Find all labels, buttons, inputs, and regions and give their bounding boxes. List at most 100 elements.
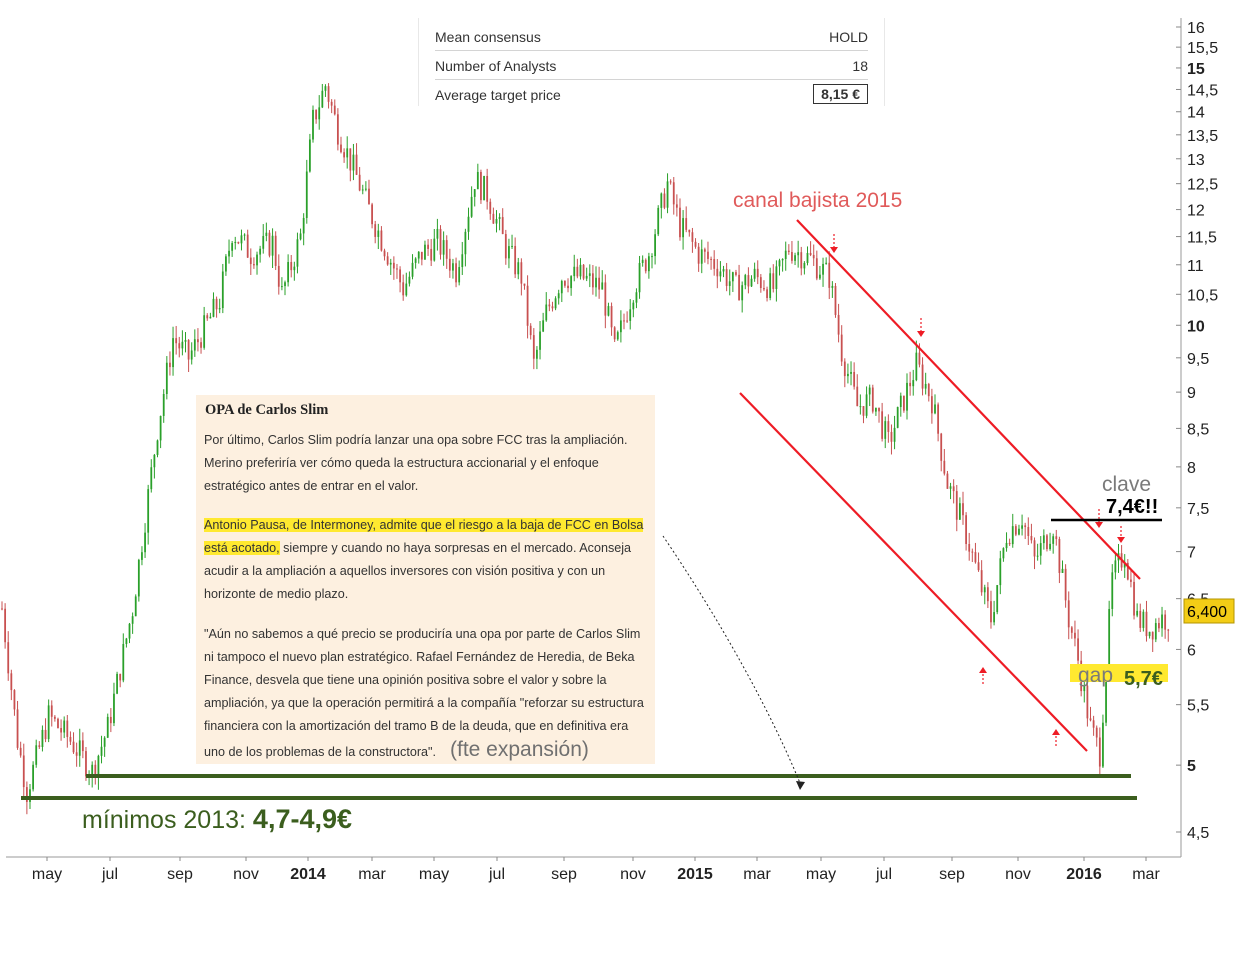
candle-body: [899, 395, 902, 408]
candle-body: [271, 235, 274, 256]
candle-body: [190, 350, 193, 360]
candle-body: [1018, 528, 1020, 535]
candle-body: [430, 248, 433, 261]
candle-body: [722, 269, 725, 272]
consensus-value: HOLD: [829, 29, 868, 45]
candle-body: [812, 254, 815, 259]
candle-body: [672, 182, 675, 205]
candle-body: [355, 154, 358, 175]
candle-body: [517, 262, 520, 275]
candle-body: [884, 421, 887, 439]
candle-body: [218, 308, 221, 310]
candle-body: [903, 395, 905, 411]
candle-body: [308, 139, 311, 172]
y-tick-label: 9: [1187, 385, 1196, 402]
gap-value: 5,7€: [1124, 668, 1163, 690]
candle-body: [675, 204, 678, 208]
candle-body: [1145, 611, 1148, 637]
candle-body: [237, 241, 240, 244]
candle-body: [657, 207, 660, 235]
candle-body: [937, 404, 940, 434]
candle-body: [1030, 535, 1033, 541]
x-tick-label: may: [419, 866, 449, 883]
candle-body: [881, 411, 884, 439]
x-tick-label: may: [32, 866, 62, 883]
candle-body: [847, 373, 849, 377]
candle-body: [850, 371, 852, 374]
candle-body: [1074, 632, 1076, 639]
candle-body: [719, 271, 722, 277]
candle-body: [231, 243, 234, 251]
candle-body: [427, 244, 429, 249]
analyst-consensus-table: Mean consensus HOLD Number of Analysts 1…: [418, 18, 885, 106]
candle-body: [424, 244, 426, 260]
candle-body: [641, 259, 644, 263]
news-title: OPA de Carlos Slim: [205, 402, 329, 418]
candle-body: [411, 262, 414, 277]
candle-body: [567, 285, 569, 289]
candle-body: [875, 407, 877, 412]
channel-upper-line: [796, 219, 1141, 580]
candle-body: [865, 394, 868, 416]
x-tick-label: may: [806, 866, 836, 883]
candle-body: [1061, 568, 1064, 573]
candle-body: [909, 382, 912, 387]
x-tick-label: 2016: [1066, 866, 1102, 883]
candle-body: [277, 265, 280, 287]
candle-body: [144, 532, 146, 553]
candle-body: [756, 268, 759, 278]
candle-body: [265, 232, 268, 236]
candle-body: [147, 489, 150, 533]
candle-body: [629, 309, 632, 321]
candle-body: [1114, 560, 1117, 573]
candle-body: [949, 486, 952, 489]
y-tick-label: 6: [1187, 642, 1196, 659]
candle-body: [993, 612, 995, 623]
candle-body: [19, 747, 22, 756]
candle-body: [433, 238, 436, 261]
x-tick-label: sep: [551, 866, 577, 883]
candle-body: [579, 264, 582, 277]
candle-body: [1102, 722, 1104, 767]
candle-body: [766, 289, 768, 299]
candle-body: [592, 273, 594, 288]
candle-body: [234, 241, 237, 244]
candle-body: [281, 286, 283, 288]
candle-body: [262, 235, 265, 249]
candle-body: [955, 491, 958, 520]
candle-body: [1014, 526, 1017, 535]
candle-body: [1151, 631, 1154, 640]
channel-lower-line: [739, 392, 1088, 752]
candle-body: [647, 256, 650, 272]
candle-body: [632, 302, 635, 310]
candle-body: [772, 273, 775, 289]
candle-body: [1105, 674, 1107, 723]
y-tick-label: 14,5: [1187, 82, 1218, 99]
candle-body: [439, 228, 442, 255]
candle-body: [47, 705, 50, 740]
y-tick-label: 8: [1187, 460, 1196, 477]
candle-body: [480, 171, 482, 201]
current-price-value: 6,400: [1187, 604, 1227, 621]
candle-body: [725, 269, 728, 286]
candle-body: [523, 283, 526, 286]
candle-body: [996, 585, 999, 613]
candle-body: [116, 673, 118, 694]
candle-body: [197, 339, 199, 343]
annotation-arrows: [830, 234, 1125, 748]
candle-body: [728, 281, 731, 286]
candle-body: [100, 746, 103, 756]
y-tick-label: 13: [1187, 152, 1205, 169]
x-axis: may jul sep nov 2014 mar may jul sep nov 2015 mar ma…: [32, 857, 1160, 883]
candle-body: [69, 736, 72, 742]
key-label: clave: [1102, 473, 1151, 496]
candle-body: [635, 292, 638, 303]
channel-label: canal bajista 2015: [733, 189, 902, 212]
candle-body: [539, 331, 541, 350]
analysts-label: Number of Analysts: [435, 58, 557, 74]
candle-body: [371, 204, 373, 225]
candle-body: [392, 262, 395, 269]
candle-body: [259, 248, 262, 255]
candle-body: [986, 587, 989, 602]
